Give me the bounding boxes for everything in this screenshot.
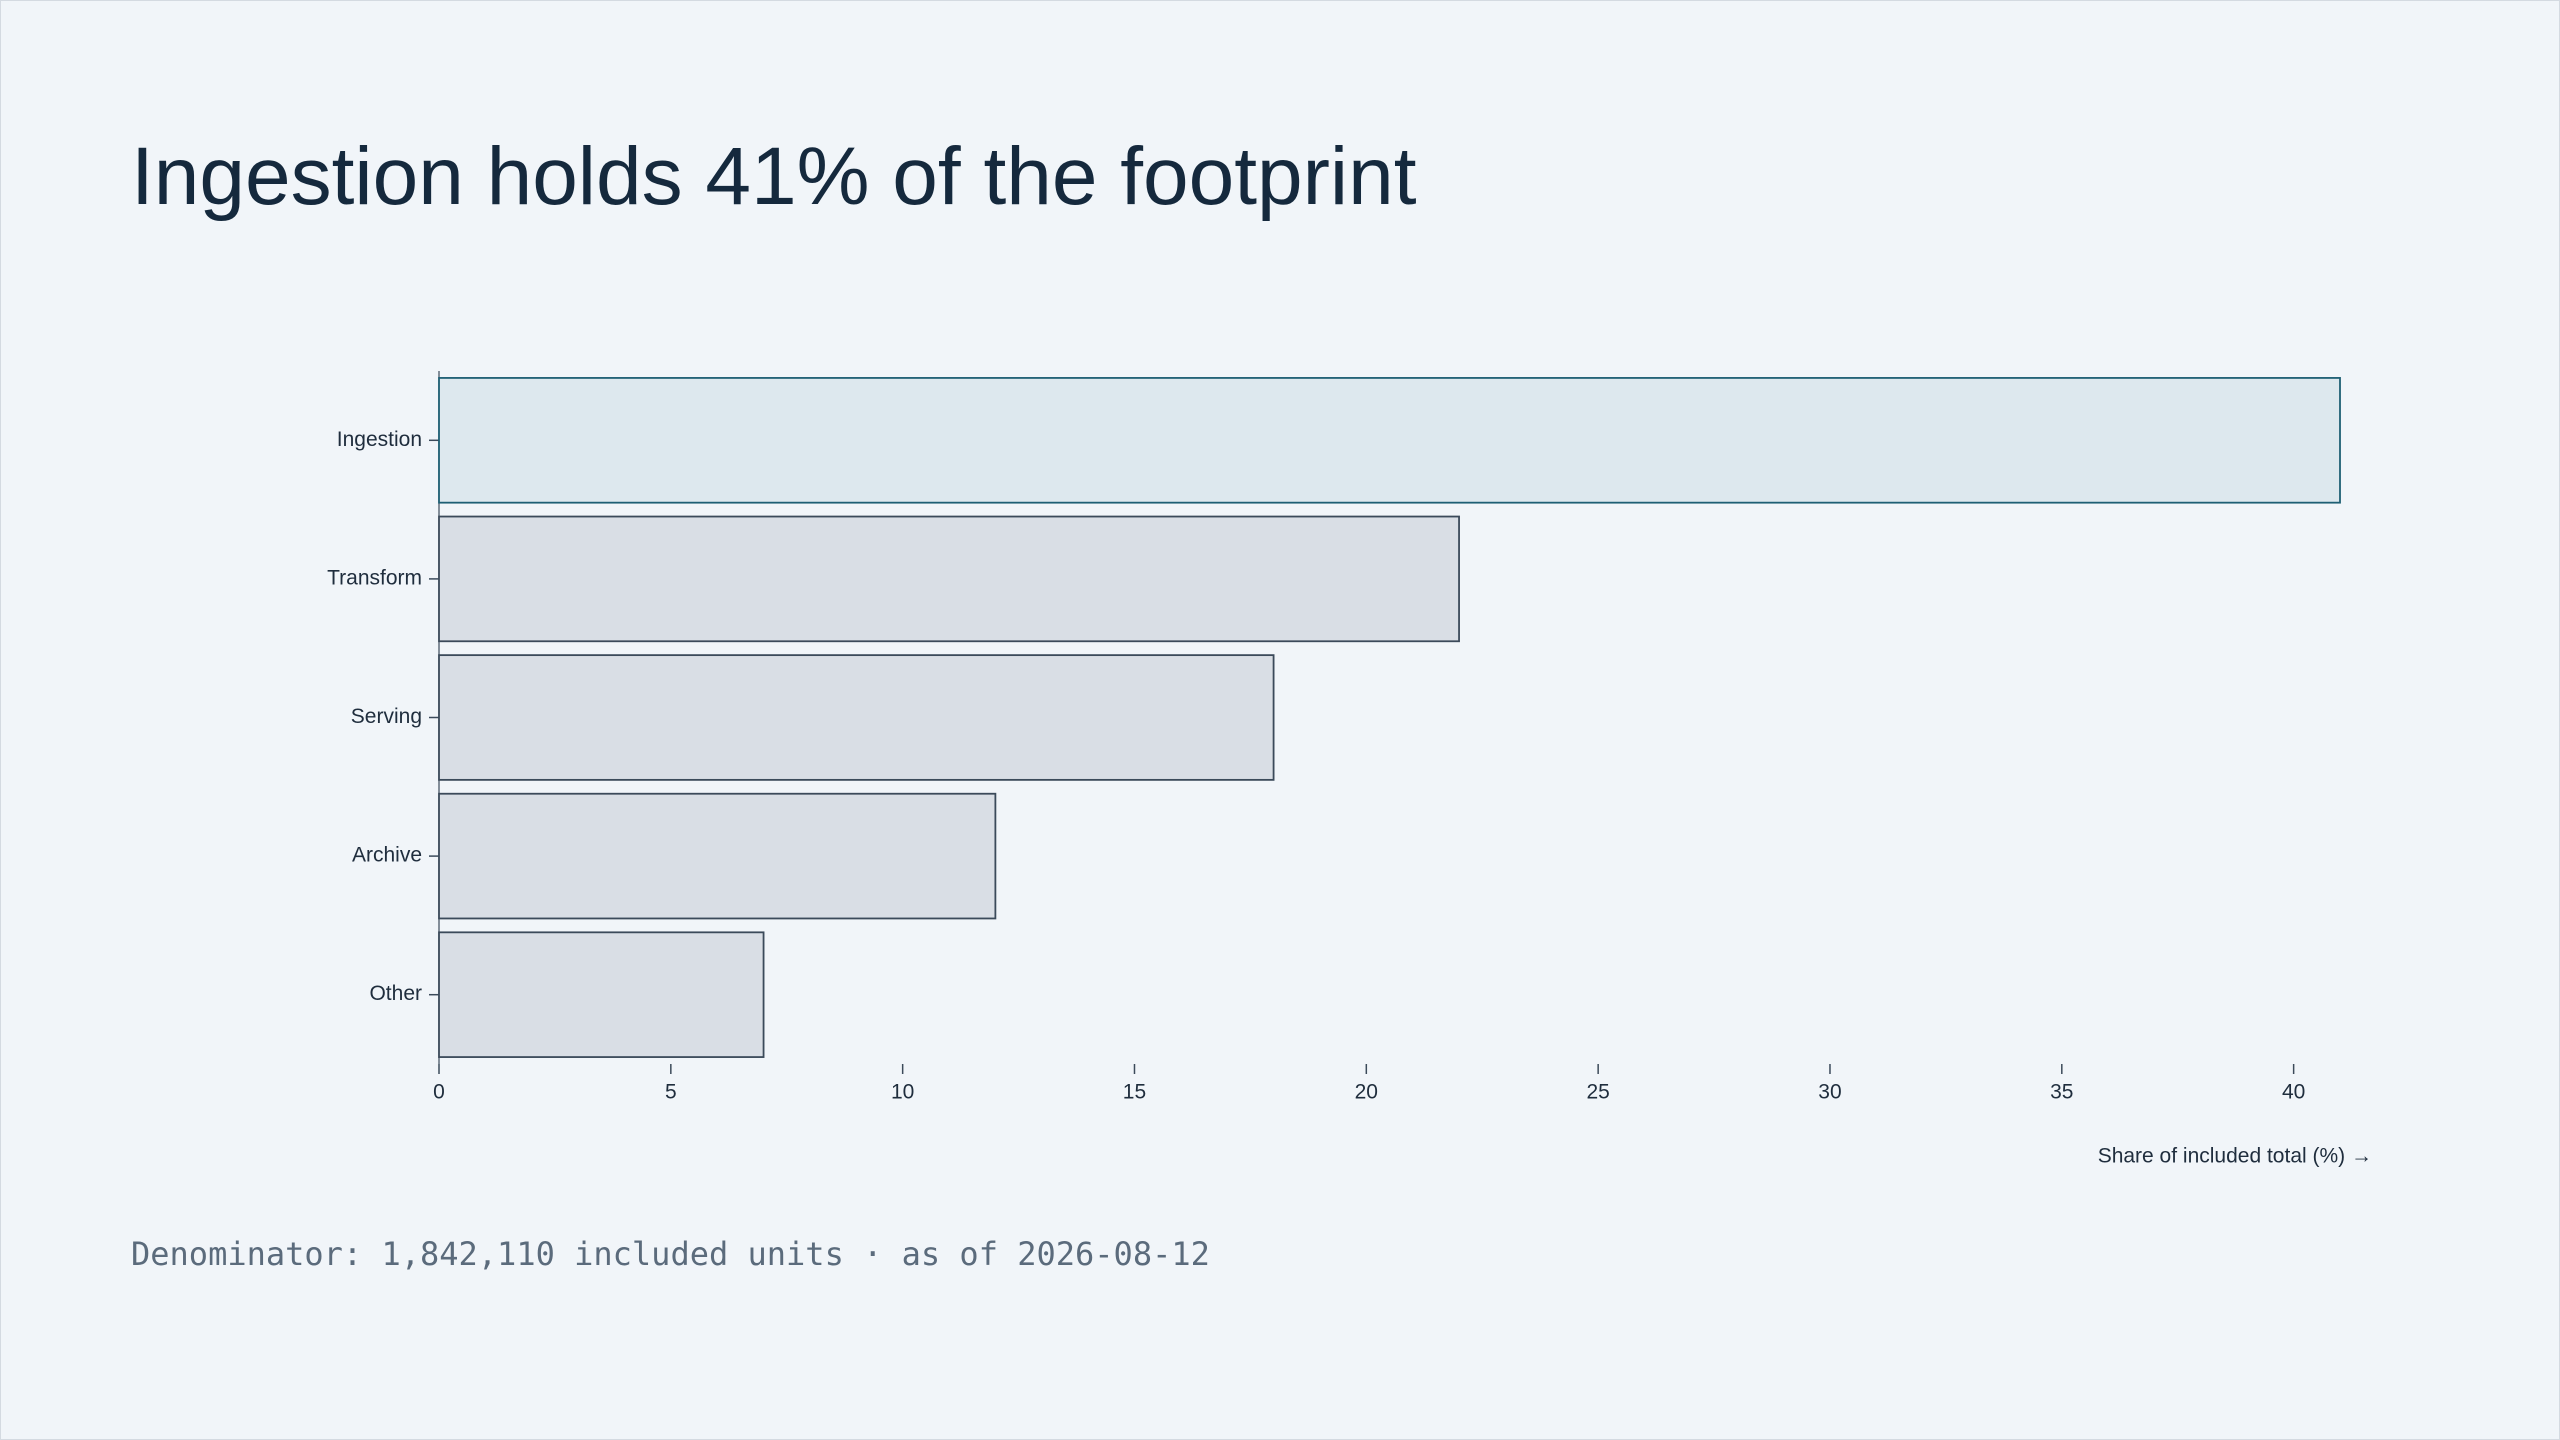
y-tick-label: Other [369, 982, 422, 1005]
bar [438, 515, 1460, 643]
bar [438, 654, 1275, 781]
x-tick-label: 10 [891, 1081, 914, 1104]
x-tick-label: 20 [1355, 1081, 1378, 1104]
bar [438, 931, 765, 1058]
bar [438, 377, 2341, 504]
x-axis-label: Share of included total (%) → [2098, 1145, 2372, 1168]
chart-title: Ingestion holds 41% of the footprint [131, 131, 1417, 222]
y-tick-label: Ingestion [337, 428, 422, 451]
y-tick-label: Archive [352, 844, 422, 867]
y-tick-label: Transform [327, 566, 422, 589]
x-tick-label: 35 [2050, 1081, 2073, 1104]
x-tick-label: 5 [665, 1081, 677, 1104]
x-tick-label: 25 [1586, 1081, 1609, 1104]
footnote: Denominator: 1,842,110 included units · … [131, 1235, 1210, 1273]
x-tick-label: 15 [1123, 1081, 1146, 1104]
x-tick-label: 40 [2282, 1081, 2305, 1104]
x-tick-label: 0 [433, 1081, 445, 1104]
y-tick-label: Serving [351, 705, 422, 728]
x-tick-label: 30 [1818, 1081, 1841, 1104]
bar [438, 792, 997, 920]
